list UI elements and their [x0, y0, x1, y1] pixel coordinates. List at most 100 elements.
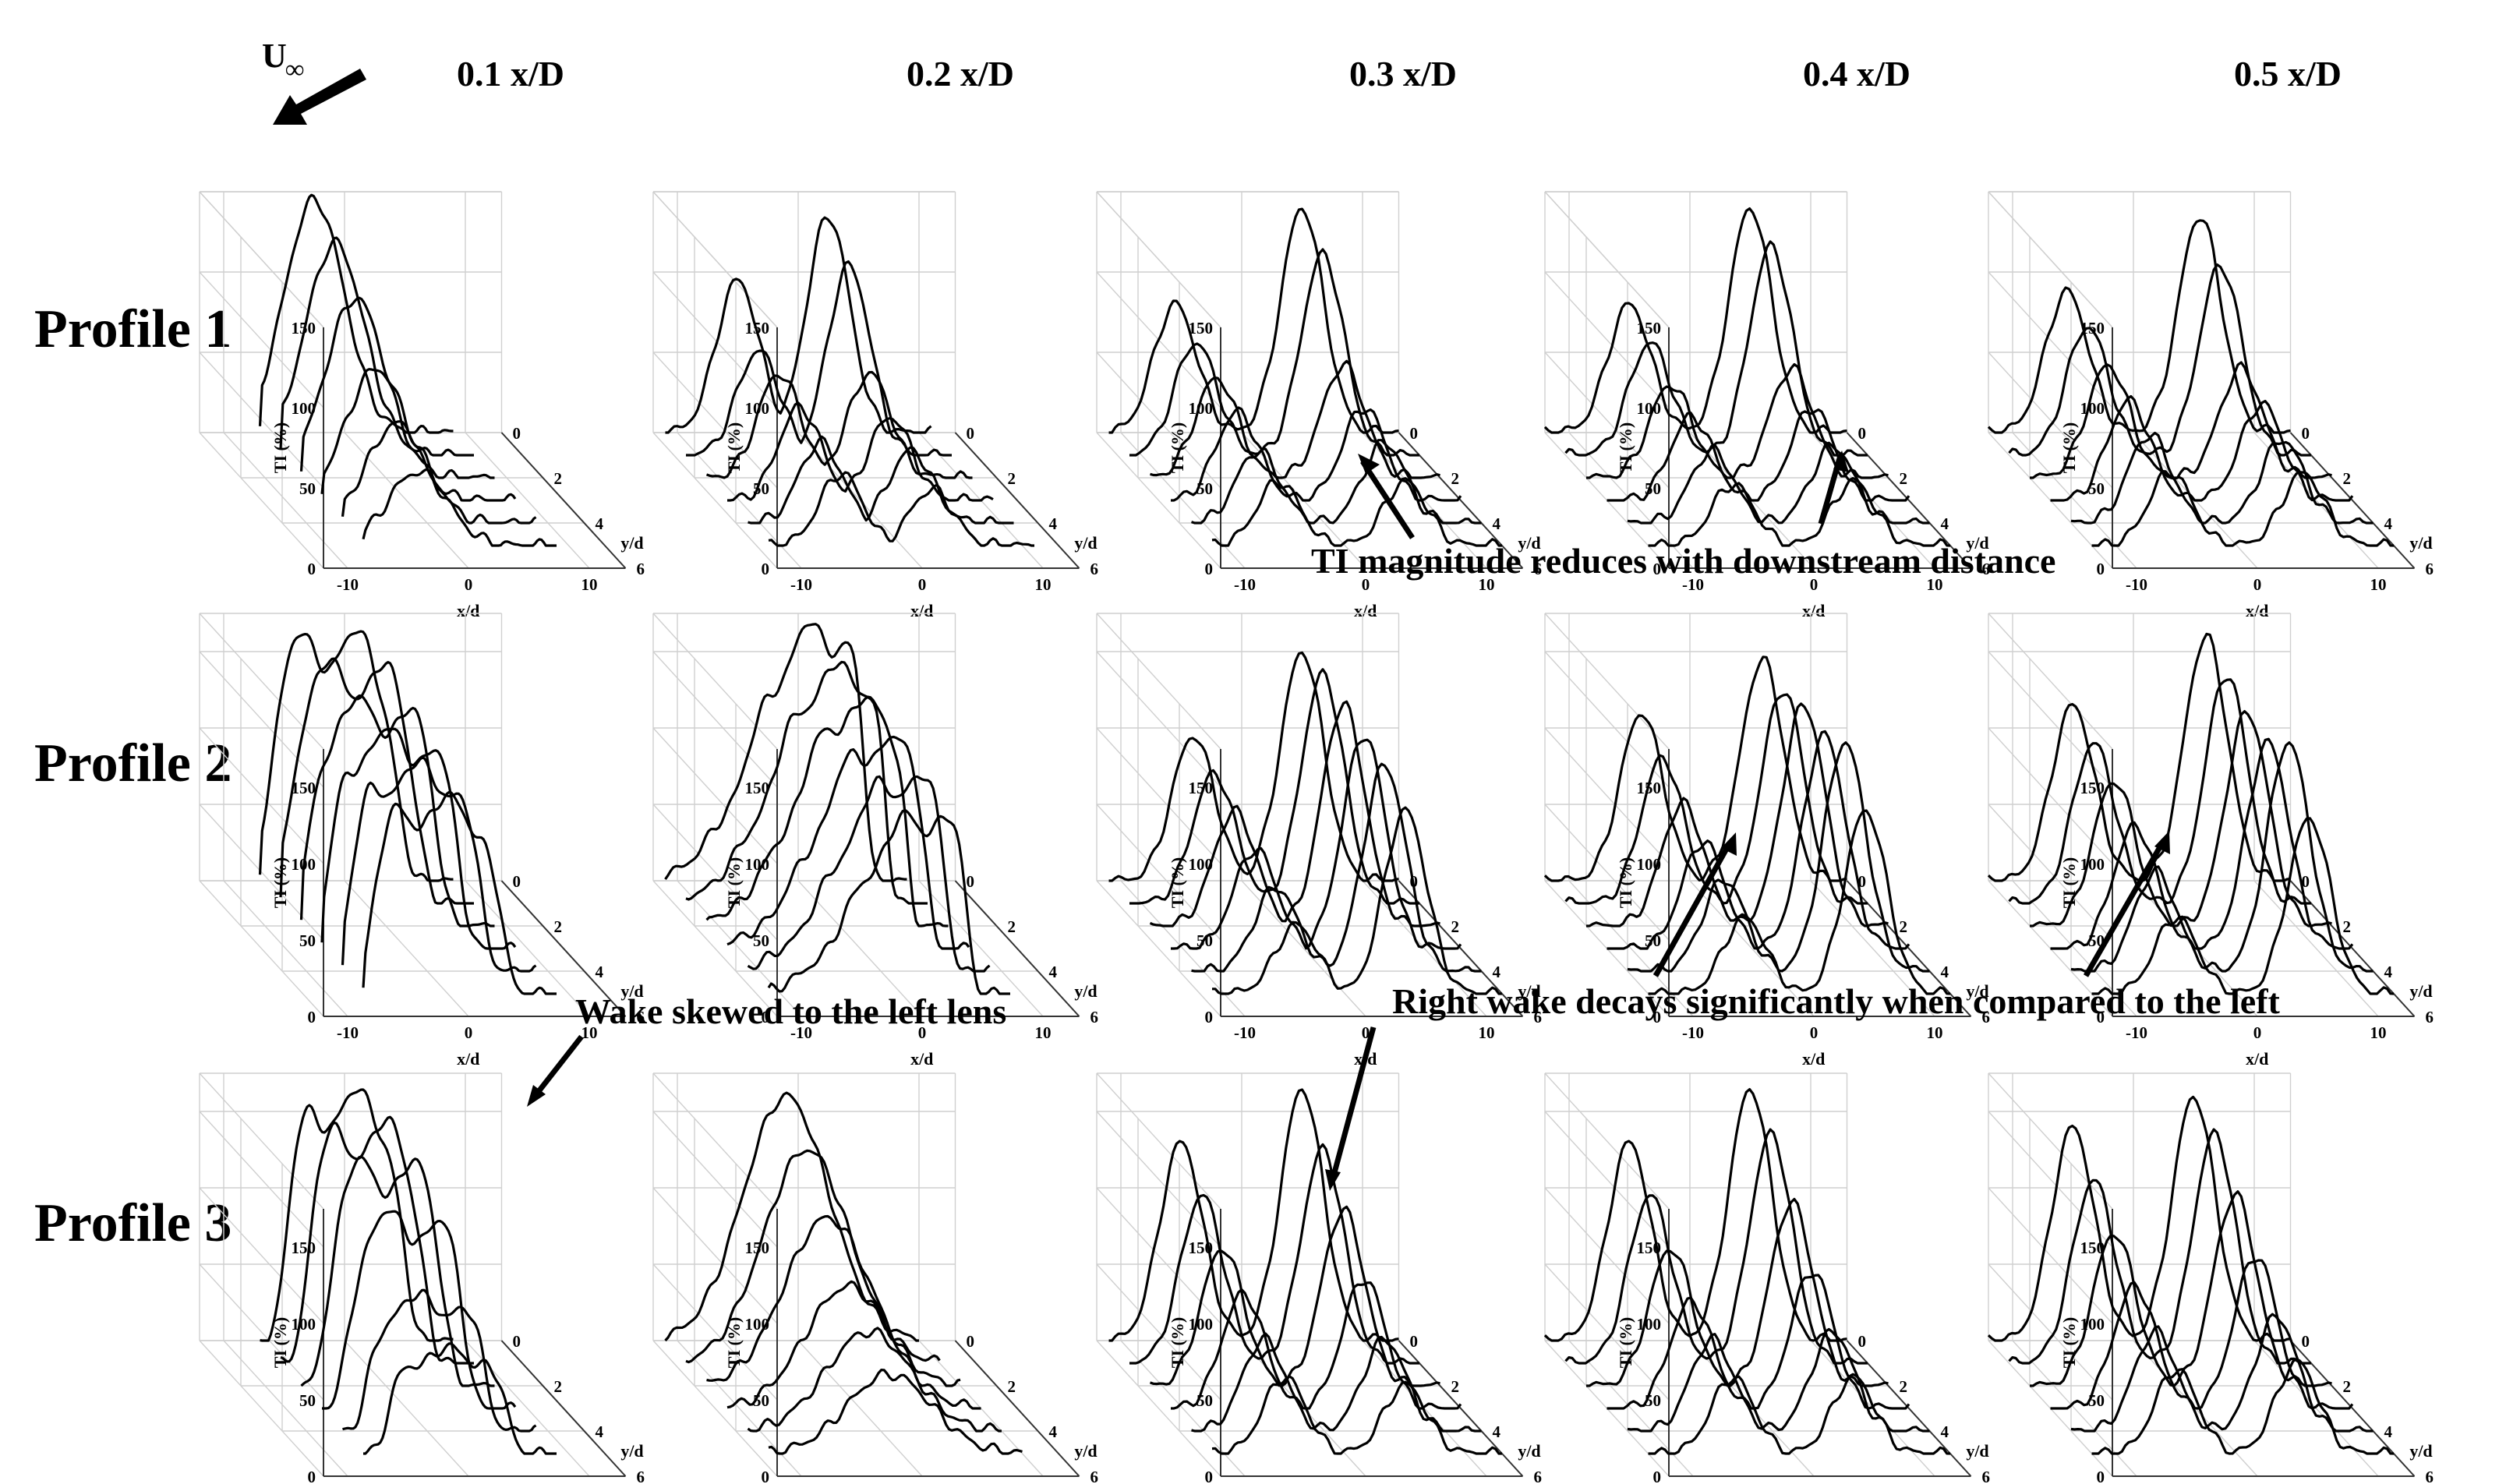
panel-r1-c3-slice-0 [1211, 477, 1502, 547]
panel-r2-c2-slice-3 [705, 695, 949, 928]
panel-r3-c2-y-tick: 2 [1008, 1377, 1016, 1396]
panel-r1-c1-grid-side-z [199, 432, 324, 569]
panel-r2-c5-grid-side-z [1988, 804, 2113, 941]
panel-r1-c3-slice-1 [1190, 439, 1482, 525]
panel-r3-c5-slice-2 [2050, 1259, 2354, 1410]
panel-r1-c1-z-tick: 0 [308, 560, 316, 578]
panel-r2-c2-y-label: y/d [1074, 981, 1097, 1001]
panel-r3-c5-grid-side-z [1988, 1263, 2113, 1401]
panel-r2-c5-slice-2 [2050, 737, 2354, 950]
panel-r1-c3-grid-side-z [1096, 352, 1221, 489]
panel-r3-c4-slice-0 [1648, 1373, 1951, 1455]
panel-r2-c5-grid-floor-x [2253, 880, 2379, 1017]
annotation-ti-magnitude: TI magnitude reduces with downstream dis… [1311, 541, 2055, 581]
panel-r2-c5-x-tick: 0 [2253, 1023, 2262, 1042]
panel-r3-c2-grid-floor-x [797, 1340, 923, 1477]
panel-r3-c3-y-tick: 2 [1451, 1377, 1460, 1396]
panel-r1-c3-grid-side-z [1096, 432, 1221, 569]
panel-r2-c1-z-tick: 50 [299, 931, 316, 950]
panel-r1-c1-grid-floor-x [344, 432, 469, 569]
panel-r2-c4-x-tick: 10 [1927, 1023, 1943, 1042]
panel-r3-c1-slice-2 [322, 1210, 517, 1410]
column-title-0.5: 0.5 x/D [2234, 54, 2342, 94]
panel-r2-c3-x-tick: 10 [1479, 1023, 1495, 1042]
annotation-right-wake: Right wake decays significantly when com… [1392, 981, 2281, 1021]
panel-r1-c3-y-label: y/d [1518, 533, 1540, 553]
panel-r3-c3-slice-5 [1108, 1088, 1399, 1342]
panel-r1-c5-x-label: x/d [2246, 601, 2268, 620]
panel-r2-c5-y-tick: 4 [2384, 963, 2393, 981]
panel-r2-c2-grid-floor-x [918, 880, 1044, 1017]
panel-r1-c3-y-tick: 4 [1493, 514, 1501, 533]
panel-r1-c1-slice-4 [279, 236, 474, 457]
panel-r1-c4-slice-4 [1564, 240, 1868, 457]
panel-r2-c1-slice-3 [299, 694, 495, 928]
panel-r3-c4-slice-2 [1606, 1274, 1910, 1410]
arrow-wake-skewed [532, 1034, 584, 1100]
panel-r2-c1-slice-1 [341, 756, 537, 973]
panel-r3-c2-box-top-side [652, 1072, 778, 1210]
panel-r2-c3-z-tick: 0 [1205, 1008, 1214, 1026]
panel-r3-c2-slice-3 [706, 1214, 961, 1387]
panel-r1-c1-x-tick: 0 [465, 575, 473, 594]
panel-r2-c4-x-tick: -10 [1682, 1023, 1704, 1042]
panel-r3-c4-z-tick: 100 [1637, 1315, 1662, 1334]
panel-r3-c3-y-tick: 6 [1534, 1468, 1543, 1484]
panel-r1-c3-y-tick: 0 [1410, 424, 1419, 443]
panel-r1-c4-y-tick: 4 [1941, 514, 1949, 533]
panel-r3-c2-grid-side-z [652, 1263, 778, 1401]
panel-r3-c5-y-label: y/d [2409, 1441, 2432, 1461]
panel-r3-c5-slice-3 [2030, 1190, 2332, 1387]
panel-r1-c2-x-tick: 10 [1035, 575, 1052, 594]
panel-r1-c5-slice-1 [2070, 431, 2374, 525]
panel-r3-c2-grid-side-z [652, 1340, 778, 1477]
panel-r1-c4-x-tick: -10 [1682, 575, 1704, 594]
panel-r3-c1-y-tick: 2 [554, 1377, 563, 1396]
panel-r2-c2-y-tick: 0 [967, 872, 975, 891]
panel-r2-c2-y-tick: 4 [1049, 963, 1058, 981]
panel-r1-c1-slice-3 [299, 296, 495, 479]
panel-r2-c2-x-label: x/d [910, 1049, 933, 1069]
panel-r3-c5-grid-side-z [1988, 1111, 2113, 1248]
arrow-right-wake-left [1652, 840, 1734, 977]
panel-r1-c1-grid-floor-x [465, 432, 590, 569]
panel-r3-c3-slice-3 [1149, 1205, 1440, 1387]
panel-r2-c5-box-top-side [1988, 613, 2113, 750]
panel-r1-c5-box-top-side [1988, 191, 2113, 328]
panel-r2-c1-z-tick: 150 [292, 779, 316, 797]
panel-r1-c2-slice-2 [727, 401, 994, 502]
panel-r2-c3-grid-side-z [1096, 880, 1221, 1017]
panel-r2-c1-grid-floor-x [223, 880, 348, 1017]
panel-r3-c3-slice-0 [1211, 1375, 1502, 1455]
panel-r2-c1-x-tick: -10 [337, 1023, 359, 1042]
panel-r3-c2-axes [776, 1209, 1080, 1477]
column-title-0.3: 0.3 x/D [1349, 54, 1457, 94]
panel-r1-c3-slice-2 [1171, 406, 1462, 502]
panel-r3-c5-y-tick: 2 [2343, 1377, 2352, 1396]
panel-r3-c2-grid-side-z [652, 1111, 778, 1248]
panel-r1-c1-grid-side-z [199, 271, 324, 408]
panel-r2-c2-y-axis [954, 880, 1080, 1017]
panel-r1-c4-slice-0 [1648, 476, 1951, 547]
panel-r2-c1-slice-5 [258, 630, 454, 882]
panel-r3-c4-y-label: y/d [1966, 1441, 1988, 1461]
panel-r3-c1-y-tick: 0 [513, 1332, 521, 1351]
panel-r3-c1-grid-floor-x [344, 1340, 469, 1477]
panel-r2-c1-grid-side-z [199, 880, 324, 1017]
panel-r2-c2-x-tick: 10 [1035, 1023, 1052, 1042]
panel-r2-c1-y-tick: 6 [637, 1008, 645, 1026]
panel-r3-c5-z-tick: 0 [2097, 1468, 2105, 1484]
freestream-indicator: U ∞ [262, 37, 366, 125]
panel-r1-c3-y-tick: 2 [1451, 469, 1460, 488]
panel-r3-c1-y-axis [500, 1340, 627, 1477]
panel-r3-c4-y-tick: 0 [1858, 1332, 1867, 1351]
annotation-arrowheads [527, 450, 2170, 1191]
panel-r2-c1-slice-4 [279, 657, 474, 905]
column-title-0.2: 0.2 x/D [907, 54, 1014, 94]
panel-r1-c2-grid-side-z [652, 352, 778, 489]
panel-r3-c5-slice-5 [1987, 1095, 2291, 1342]
panel-r2-c1-grid-side-z [199, 804, 324, 941]
